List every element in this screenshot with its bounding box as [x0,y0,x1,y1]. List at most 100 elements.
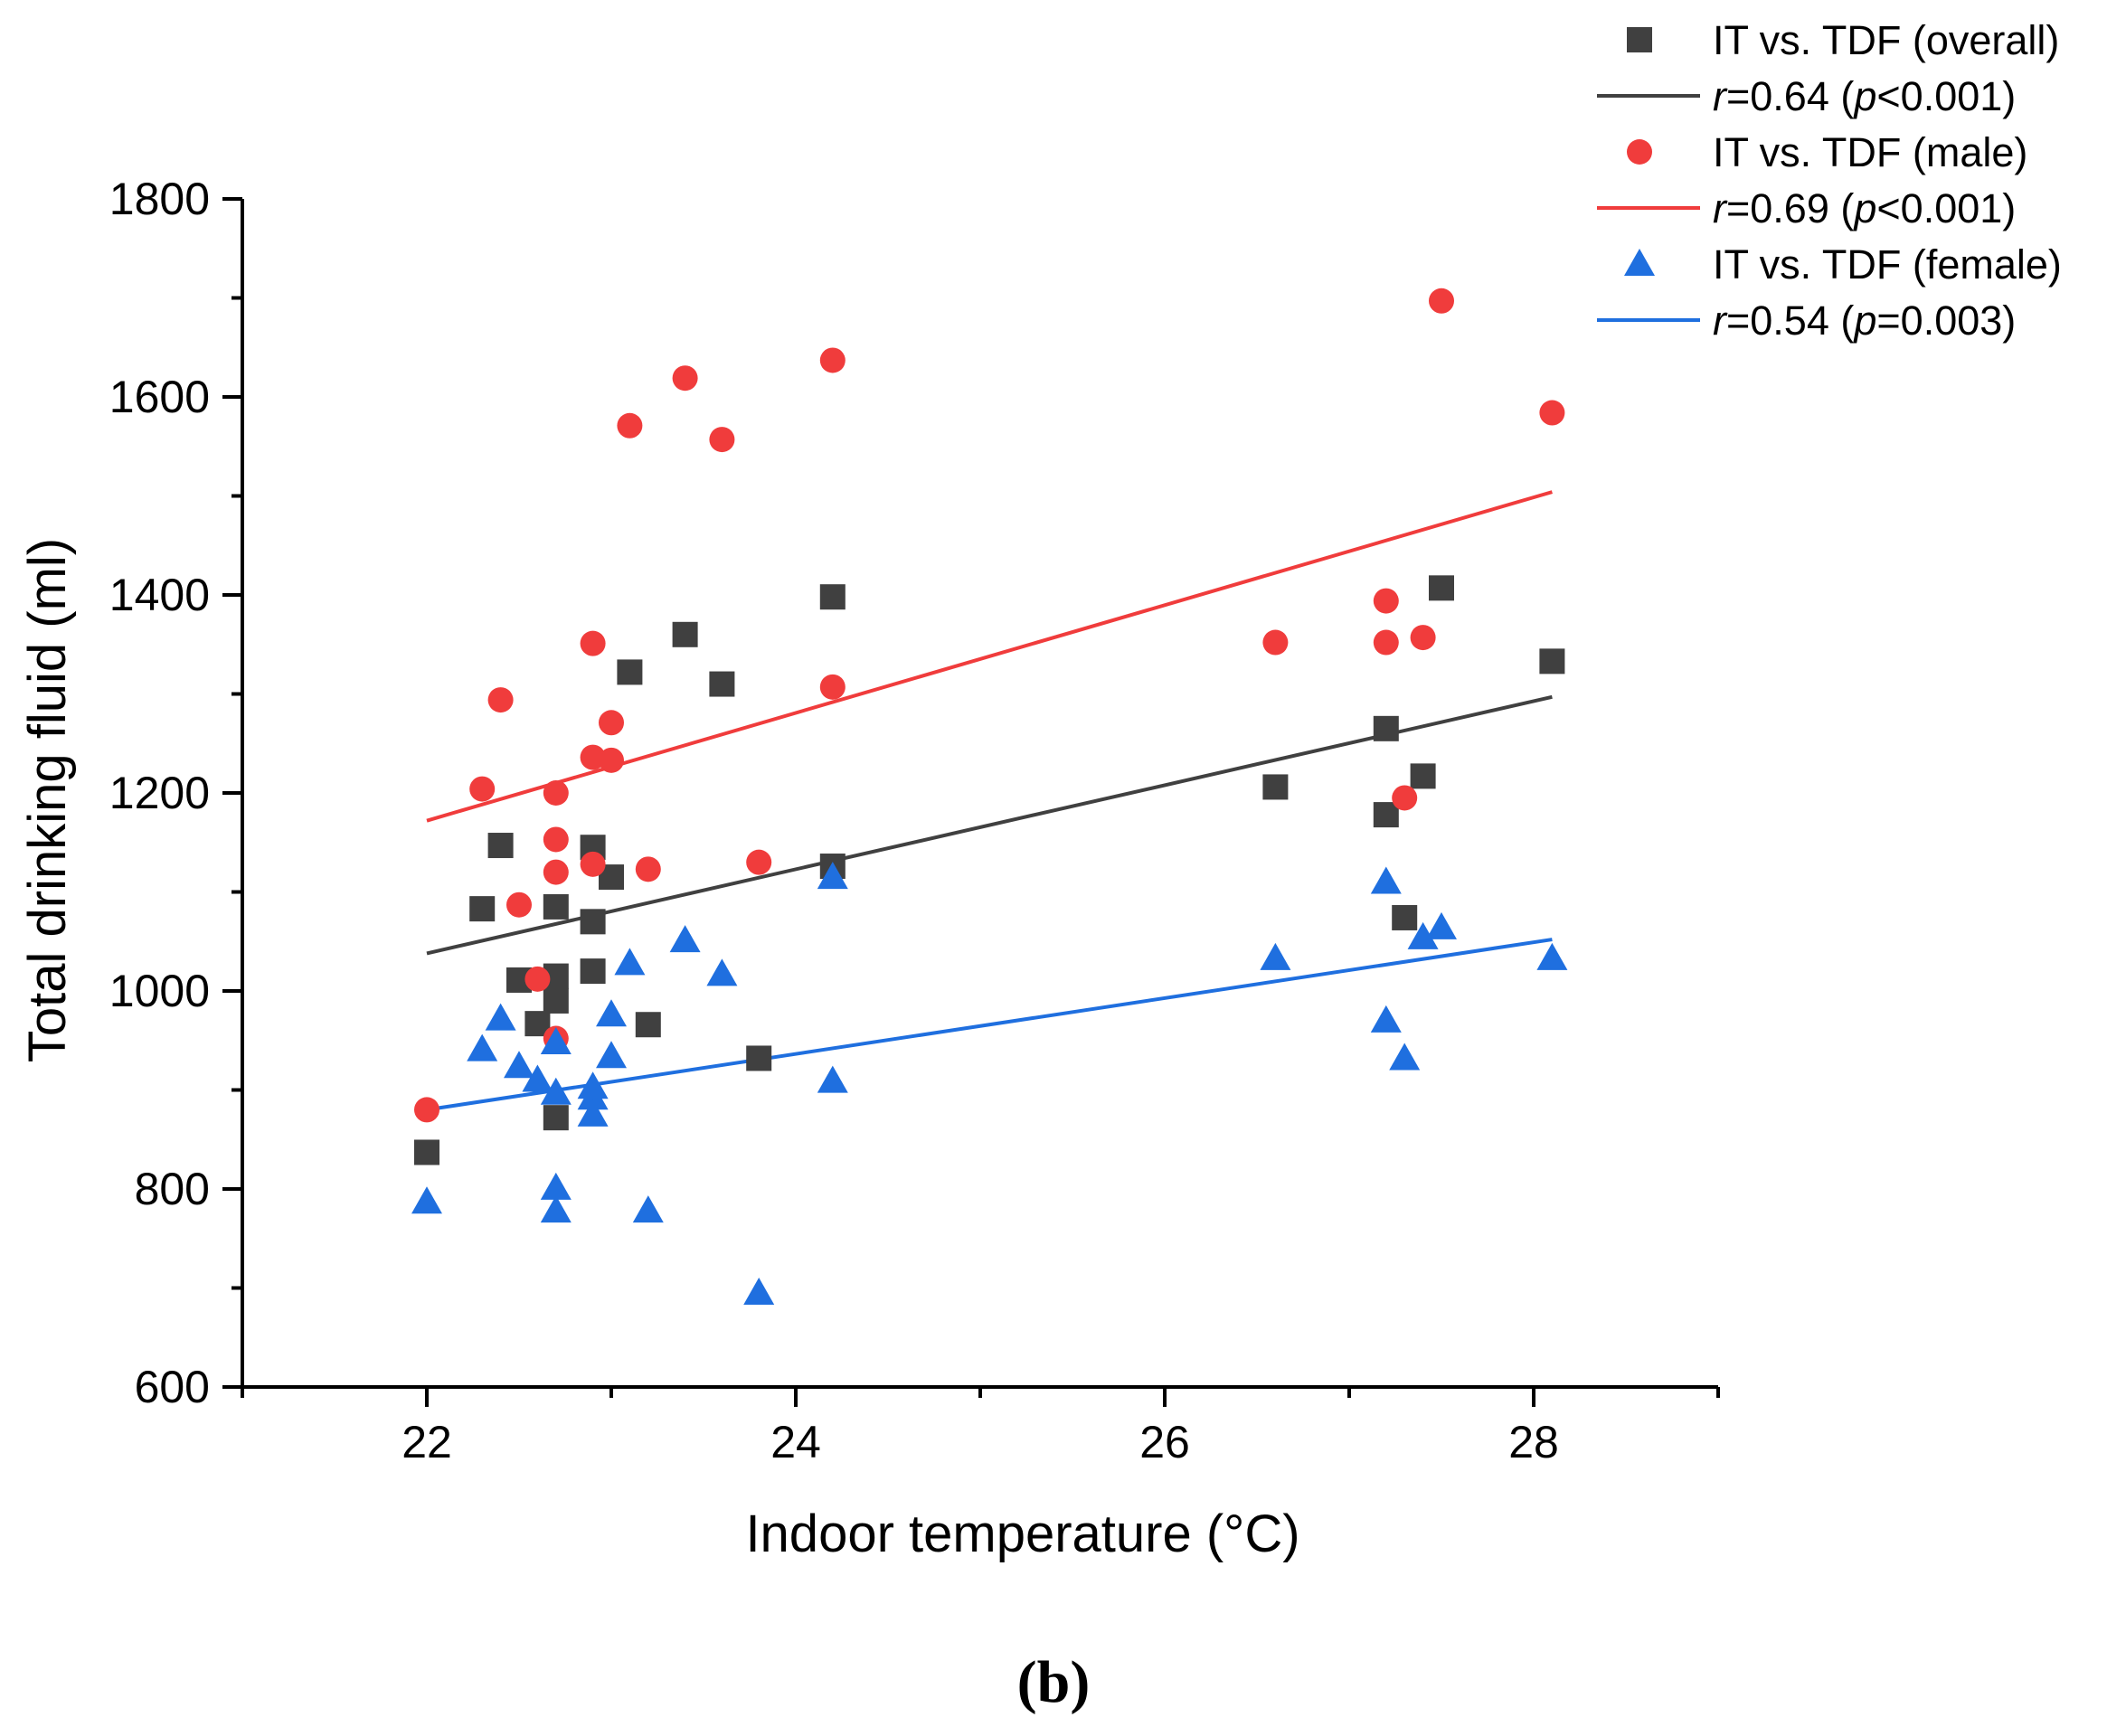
triangle-point [669,925,701,953]
triangle-point [817,1065,848,1093]
y-axis-title: Total drinking fluid (ml) [18,538,77,1062]
circle-point [709,427,735,453]
series-square [414,575,1565,1165]
legend-fit-label: r=0.54 (p=0.003) [1713,297,2016,344]
square-point [635,1012,661,1038]
legend-label: IT vs. TDF (female) [1713,241,2062,288]
legend-label: IT vs. TDF (male) [1713,129,2027,175]
square-point [709,671,735,697]
square-point [469,896,496,922]
triangle-point [485,1003,516,1031]
square-point [1539,648,1565,675]
circle-point [469,776,496,802]
x-tick-label: 24 [770,1417,821,1467]
triangle-point [1370,1005,1402,1033]
circle-point [599,710,624,736]
square-point [746,1045,772,1071]
y-tick-label: 1800 [109,174,210,224]
triangle-point [1389,1043,1421,1071]
circle-point [746,849,772,875]
circle-point [672,365,698,392]
circle-point [1410,625,1436,651]
circle-point [414,1097,439,1123]
circle-point [819,347,846,373]
x-tick-label: 26 [1139,1417,1190,1467]
fit-line-square [426,694,1553,956]
circle-point [1429,288,1454,314]
circle-point [635,856,661,882]
circle-point [543,826,569,853]
circle-point [599,747,624,773]
triangle-point [540,1077,572,1105]
triangle-point [411,1186,442,1214]
series-circle [414,288,1565,1123]
x-tick-label: 22 [402,1417,452,1467]
x-tick-label: 28 [1508,1417,1559,1467]
square-point [1262,774,1289,800]
circle-point [1373,588,1399,614]
triangle-point [817,862,848,890]
triangle-point [1407,921,1439,949]
triangle-point [504,1051,534,1079]
series-triangle [411,862,1568,1305]
square-point [580,909,606,935]
circle-point [1539,400,1565,426]
circle-point [543,859,569,885]
y-tick-label: 1400 [109,570,210,620]
triangle-point [540,1195,572,1223]
square-point [543,987,569,1014]
circle-point [580,851,606,877]
legend-fit-label: r=0.64 (p<0.001) [1713,73,2016,119]
y-tick-label: 1600 [109,372,210,422]
fit-line-triangle [426,938,1553,1112]
triangle-point [706,958,738,986]
data-points [411,288,1568,1305]
square-point [543,893,569,920]
triangle-point [614,948,646,976]
circle-point [487,687,514,713]
triangle-point [596,999,627,1027]
y-tick-label: 800 [135,1164,210,1214]
square-point [1410,763,1436,789]
square-point [543,1105,569,1131]
circle-point [819,674,846,700]
circle-point [1373,629,1399,656]
circle-point [543,780,569,806]
y-tick-label: 600 [135,1362,210,1412]
triangle-point [540,1172,572,1200]
legend: IT vs. TDF (overall) r=0.64 (p<0.001) IT v… [1597,17,2062,344]
square-point [1392,904,1418,930]
circle-point [1262,629,1289,656]
triangle-point [577,1082,609,1110]
legend-marker-triangle [1624,249,1655,276]
legend-fit-label: r=0.69 (p<0.001) [1713,185,2016,231]
square-point [672,621,698,647]
legend-label: IT vs. TDF (overall) [1713,17,2059,63]
triangle-point [1260,942,1291,970]
square-point [1373,715,1399,741]
circle-point [524,966,551,992]
square-point [414,1139,439,1165]
triangle-point [1426,911,1457,939]
axes [222,197,1720,1407]
panel-label: (b) [1017,1649,1091,1715]
triangle-point [540,1026,572,1054]
triangle-point [577,1099,609,1127]
square-point [819,584,846,610]
y-tick-label: 1200 [109,768,210,818]
triangle-point [1536,942,1568,970]
circle-point [1392,785,1418,811]
circle-point [506,892,532,918]
triangle-point [743,1277,775,1305]
triangle-point [467,1033,498,1061]
circle-point [580,630,606,656]
square-point [1429,575,1454,601]
square-point [580,958,606,985]
fit-line-circle [426,490,1553,823]
triangle-point [1370,866,1402,894]
legend-marker-circle [1627,139,1652,165]
x-axis-title: Indoor temperature (°C) [745,1505,1299,1563]
triangle-point [632,1195,664,1223]
triangle-point [522,1064,553,1092]
